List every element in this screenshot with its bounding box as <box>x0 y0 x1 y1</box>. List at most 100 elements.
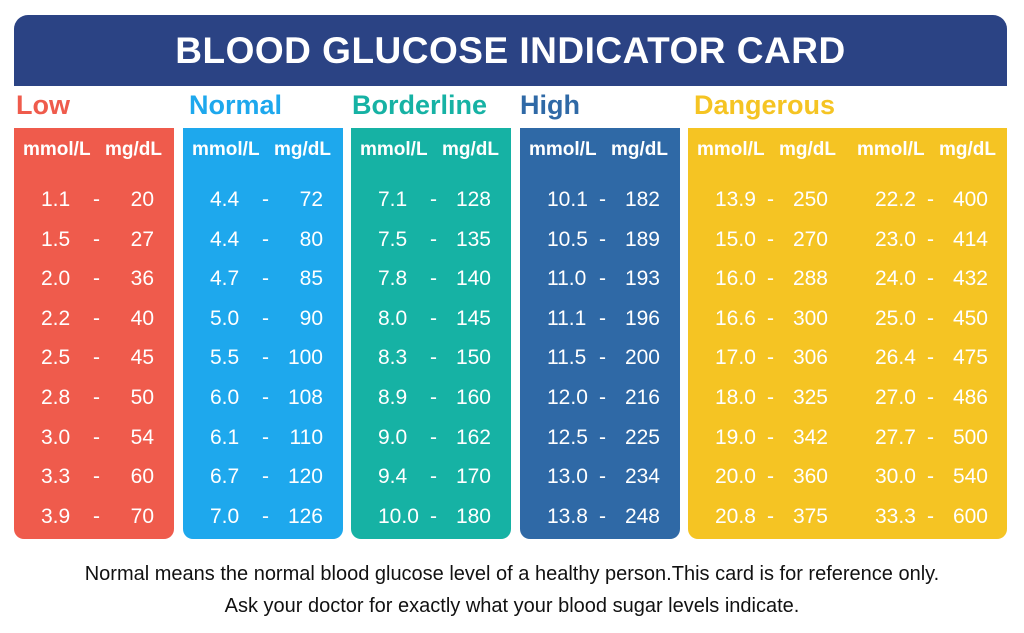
mmol-value: 13.0 <box>547 465 588 489</box>
mmol-value: 2.8 <box>41 386 71 409</box>
mg-value: 160 <box>455 386 491 409</box>
table-row: 10.0-180 <box>351 497 511 537</box>
mg-value: 128 <box>455 188 491 211</box>
mg-value: 40 <box>130 306 154 330</box>
mg-value: 120 <box>287 465 323 489</box>
range-dash: - <box>93 504 100 528</box>
table-row: 10.1-182 <box>520 180 680 220</box>
mmol-value: 1.5 <box>41 227 71 251</box>
mmol-value: 4.4 <box>210 188 240 211</box>
mmol-value: 2.2 <box>41 306 71 330</box>
mg-value: 342 <box>792 425 828 449</box>
table-row: 8.3-150 <box>351 338 511 378</box>
mg-value: 140 <box>455 267 491 291</box>
table-row: 3.9- 70 <box>14 497 174 537</box>
table-row: 4.4- 72 <box>183 180 343 220</box>
mmol-value: 33.3 <box>875 504 916 528</box>
mmol-value: 27.0 <box>875 386 916 409</box>
range-dash: - <box>927 188 934 211</box>
range-dash: - <box>262 346 269 370</box>
mmol-value: 8.9 <box>378 386 408 409</box>
mg-value: 110 <box>289 425 323 449</box>
header-mmol: mmol/L <box>529 139 597 160</box>
mmol-value: 19.0 <box>715 425 756 449</box>
mmol-value: 10.5 <box>547 227 588 251</box>
mmol-value: 13.9 <box>715 188 756 211</box>
range-dash: - <box>262 227 269 251</box>
mmol-value: 3.0 <box>41 425 71 449</box>
mg-value: 80 <box>299 227 323 251</box>
table-row: 19.0-342 <box>688 418 848 458</box>
table-row: 20.0-360 <box>688 457 848 497</box>
table-row: 7.5-135 <box>351 220 511 260</box>
table-row: 16.0-288 <box>688 259 848 299</box>
mg-value: 170 <box>455 465 491 489</box>
table-row: 17.0-306 <box>688 338 848 378</box>
category-label-low: Low <box>16 90 70 120</box>
mg-value: 20 <box>130 188 154 211</box>
table-row: 2.8- 50 <box>14 378 174 418</box>
mmol-value: 6.1 <box>210 425 240 449</box>
mmol-value: 3.9 <box>41 504 71 528</box>
range-dash: - <box>430 346 437 370</box>
mmol-value: 10.1 <box>547 188 588 211</box>
table-row: 18.0-325 <box>688 378 848 418</box>
mmol-value: 11.0 <box>547 267 587 291</box>
table-row: 2.2- 40 <box>14 299 174 339</box>
table-row: 25.0-450 <box>848 299 1008 339</box>
table-row: 6.1-110 <box>183 418 343 458</box>
mg-value: 193 <box>624 267 660 291</box>
header-mg: mg/dL <box>442 139 499 160</box>
mg-value: 325 <box>792 386 828 409</box>
mg-value: 432 <box>952 267 988 291</box>
mmol-value: 23.0 <box>875 227 916 251</box>
mg-value: 475 <box>952 346 988 370</box>
range-dash: - <box>262 504 269 528</box>
mmol-value: 11.5 <box>547 346 587 370</box>
mmol-value: 8.0 <box>378 306 408 330</box>
mg-value: 150 <box>455 346 491 370</box>
range-dash: - <box>93 227 100 251</box>
category-label-normal: Normal <box>189 90 283 120</box>
range-dash: - <box>599 386 606 409</box>
range-dash: - <box>599 465 606 489</box>
mmol-value: 11.1 <box>547 306 587 330</box>
range-dash: - <box>93 306 100 330</box>
mmol-value: 9.4 <box>378 465 408 489</box>
mmol-value: 25.0 <box>875 306 916 330</box>
mmol-value: 7.0 <box>210 504 240 528</box>
header-mg: mg/dL <box>779 139 836 160</box>
table-row: 33.3-600 <box>848 497 1008 537</box>
mmol-value: 10.0 <box>378 504 419 528</box>
mg-value: 400 <box>952 188 988 211</box>
range-dash: - <box>927 386 934 409</box>
mg-value: 60 <box>130 465 154 489</box>
table-row: 11.1-196 <box>520 299 680 339</box>
panel-borderline: mmol/L mg/dL 7.1-128 7.5-135 7.8-140 8.0-145 8… <box>351 128 511 539</box>
range-dash: - <box>430 386 437 409</box>
range-dash: - <box>262 425 269 449</box>
range-dash: - <box>767 188 774 211</box>
table-row: 8.0-145 <box>351 299 511 339</box>
mg-value: 45 <box>130 346 154 370</box>
header-mmol: mmol/L <box>192 139 260 160</box>
mg-value: 70 <box>130 504 154 528</box>
table-row: 15.0-270 <box>688 220 848 260</box>
mmol-value: 5.0 <box>210 306 240 330</box>
header-mmol: mmol/L <box>23 139 91 160</box>
mmol-value: 4.4 <box>210 227 240 251</box>
table-row: 1.1- 20 <box>14 180 174 220</box>
range-dash: - <box>927 425 934 449</box>
mmol-value: 6.7 <box>210 465 240 489</box>
mg-value: 450 <box>952 306 988 330</box>
mg-value: 90 <box>299 306 323 330</box>
mmol-value: 30.0 <box>875 465 916 489</box>
mmol-value: 22.2 <box>875 188 916 211</box>
mmol-value: 20.0 <box>715 465 756 489</box>
mmol-value: 2.5 <box>41 346 71 370</box>
header-mmol: mmol/L <box>857 139 925 160</box>
mg-value: 126 <box>287 504 323 528</box>
mg-value: 162 <box>455 425 491 449</box>
mg-value: 600 <box>952 504 988 528</box>
range-dash: - <box>599 306 606 330</box>
